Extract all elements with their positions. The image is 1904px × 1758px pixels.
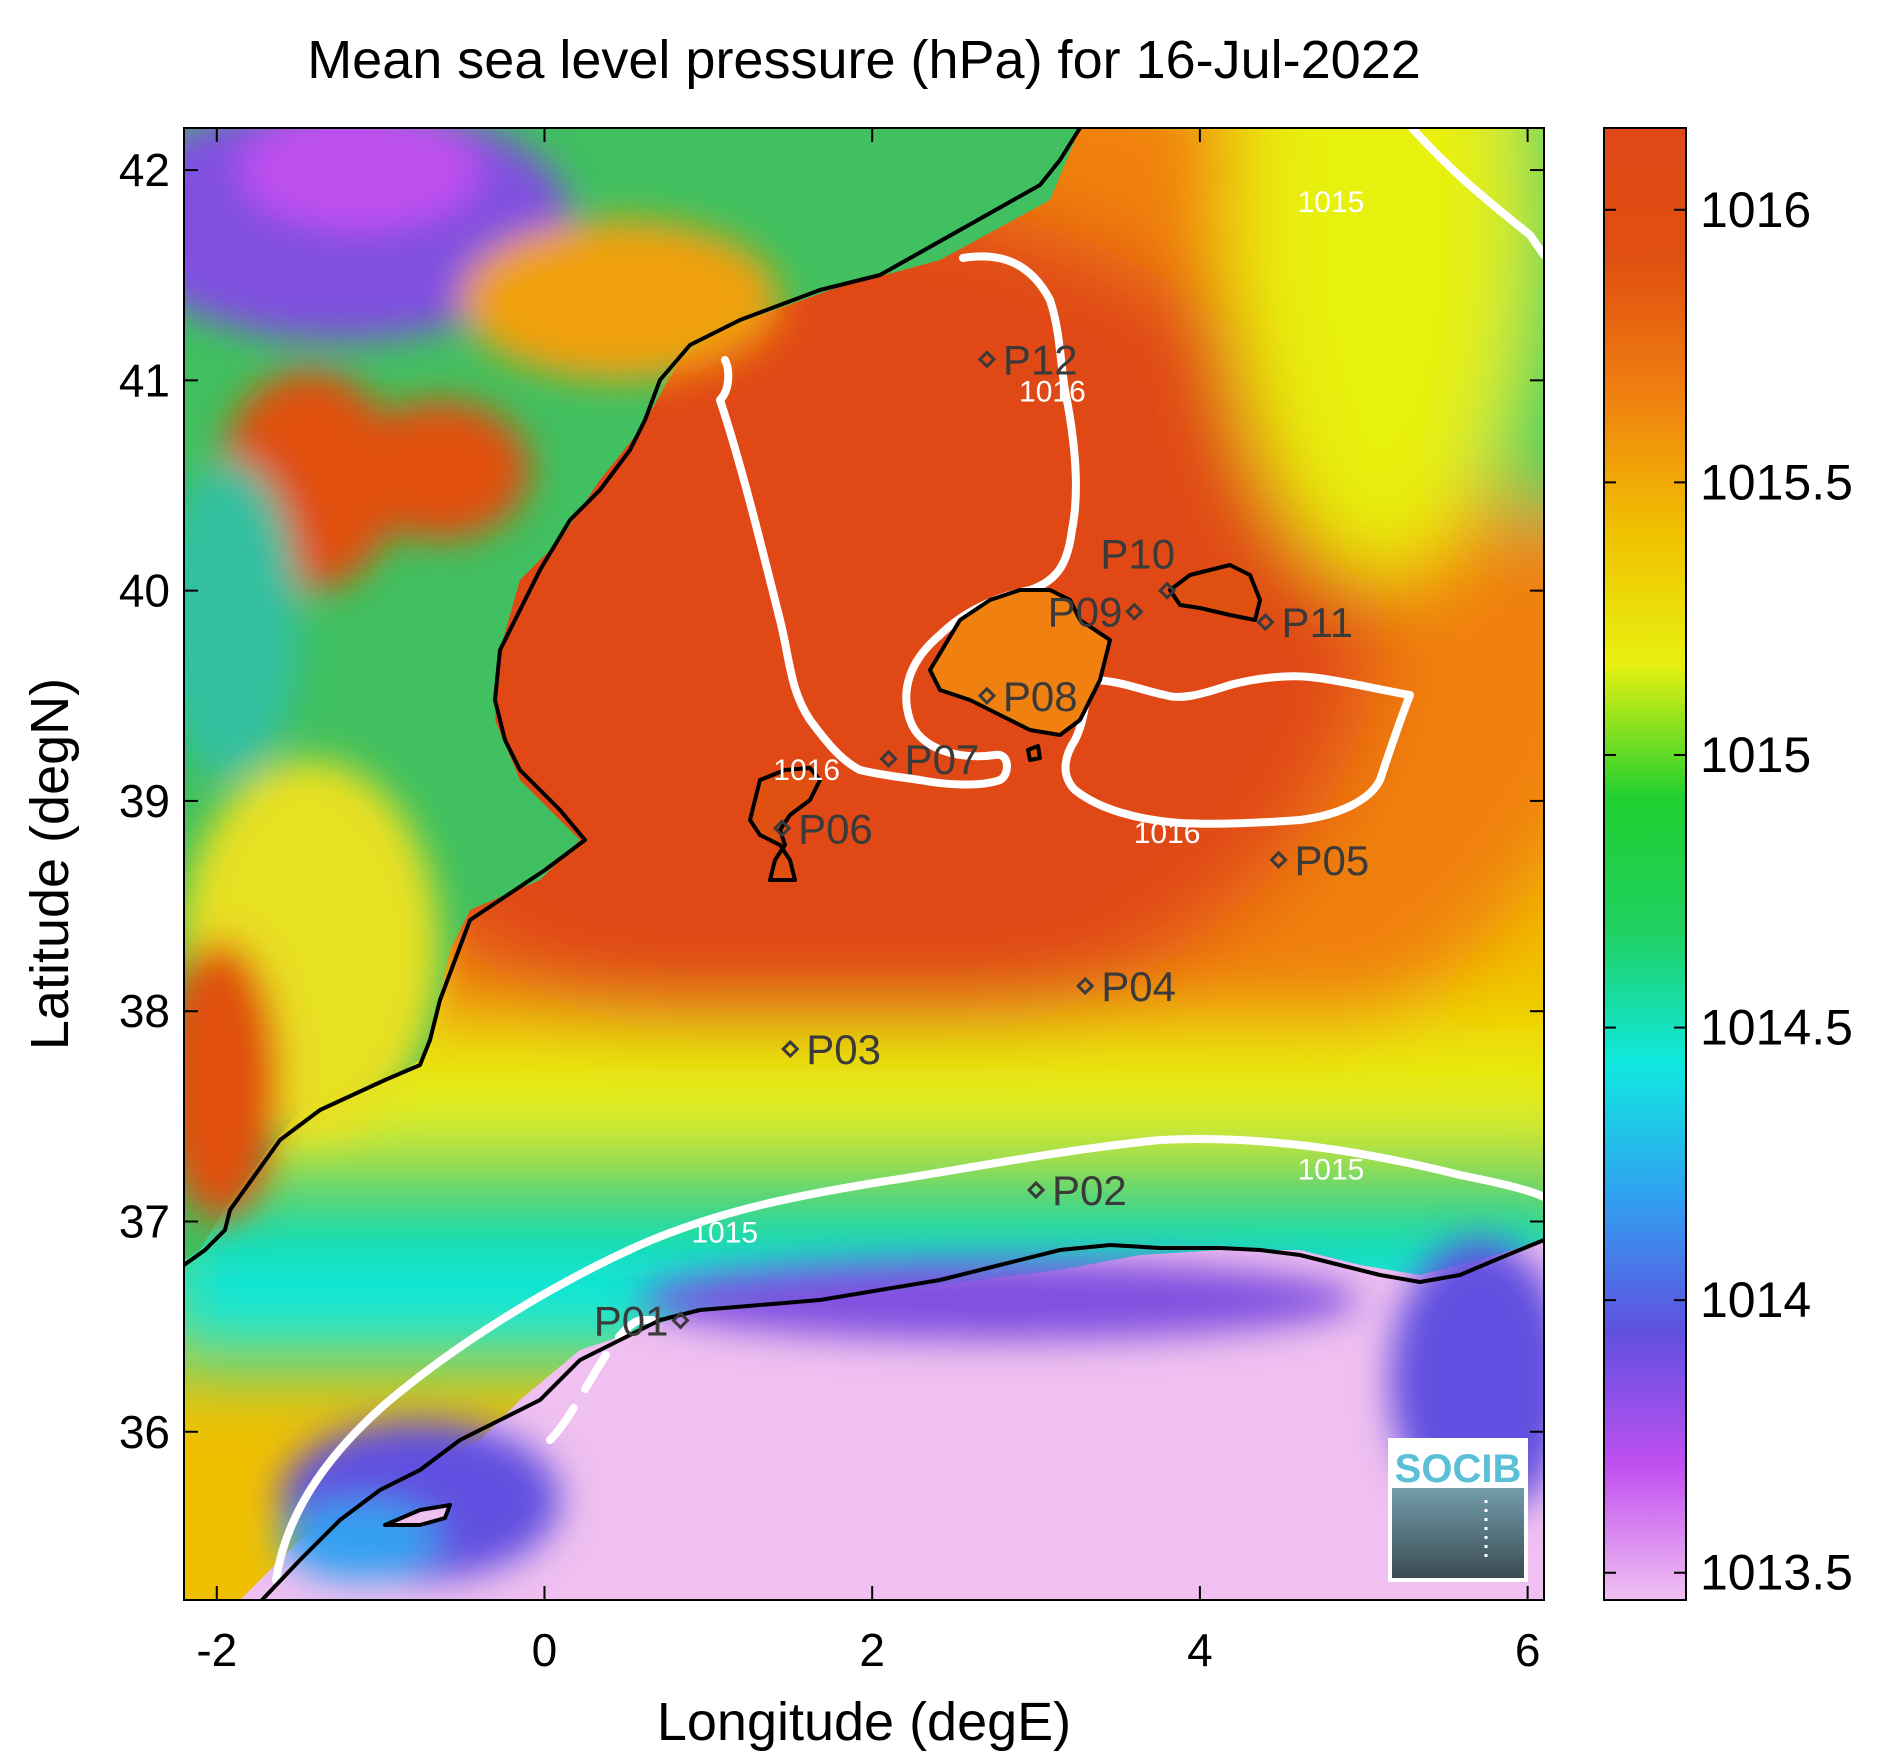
colorbar-ramp: [1603, 127, 1687, 1601]
alboran-island: [383, 1503, 452, 1527]
station-marker: [1158, 581, 1177, 600]
station-p05[interactable]: P05: [1269, 837, 1370, 884]
station-marker: [879, 749, 898, 768]
colorbar-tick-label: 1015.5: [1700, 454, 1853, 510]
station-label: P08: [1003, 673, 1078, 720]
station-marker: [977, 686, 997, 705]
coastlines: [184, 128, 1544, 1600]
colorbar-tick-label: 1015: [1700, 727, 1811, 783]
colorbar-ticks: 1013.5 1014 1014.5 1015 1015.5 1016: [1604, 182, 1853, 1601]
land-cyan-w: [184, 460, 300, 780]
y-tick-label: 42: [119, 144, 170, 196]
x-tick-label: 0: [532, 1624, 558, 1676]
station-marker: [1256, 613, 1275, 632]
isobar-1016-east: [1061, 672, 1414, 828]
station-label: P05: [1295, 837, 1370, 884]
colorbar-tick-label: 1014.5: [1700, 1000, 1853, 1056]
socib-logo-band: [1392, 1442, 1524, 1488]
y-tick-label: 40: [119, 565, 170, 617]
map-plot-area: 1015 1016 1016 1016 1015 1015 P01 P02 P03 P04 P05…: [184, 128, 1544, 1600]
y-axis-label: Latitude (degN): [20, 678, 80, 1050]
y-tick-label: 41: [119, 354, 170, 406]
contour-label: 1016: [1019, 375, 1086, 408]
africa-purple-coast: [640, 1260, 1360, 1340]
station-label: P02: [1052, 1167, 1127, 1214]
stations: P01 P02 P03 P04 P05 P06 P07 P08 P09 P10 P11 P12: [594, 336, 1370, 1344]
station-p10[interactable]: P10: [1100, 531, 1177, 600]
contour-labels: 1015 1016 1016 1016 1015 1015: [691, 186, 1364, 1249]
north-africa-land: [240, 1240, 1544, 1600]
station-p01[interactable]: P01: [594, 1297, 690, 1344]
x-axis-label: Longitude (degE): [657, 1692, 1071, 1752]
isobar-1016-north: [716, 252, 1080, 789]
mallorca-island: [928, 588, 1112, 737]
station-label: P06: [798, 805, 873, 852]
station-marker: [1125, 602, 1144, 621]
station-label: P09: [1048, 589, 1123, 636]
x-axis-ticks: -2 0 2 4 6: [196, 128, 1540, 1676]
colorbar-tick-label: 1014: [1700, 1272, 1811, 1328]
colorbar-tick-label: 1016: [1700, 182, 1811, 238]
land-yellow-coast: [460, 220, 780, 380]
land-magenta-nw: [240, 128, 480, 230]
y-tick-label: 39: [119, 775, 170, 827]
colorbar-tick-label: 1013.5: [1700, 1545, 1853, 1601]
x-tick-label: -2: [196, 1624, 237, 1676]
land-orange-c: [350, 400, 530, 540]
station-p04[interactable]: P04: [1076, 963, 1176, 1010]
station-label: P07: [905, 736, 980, 783]
x-tick-label: 2: [859, 1624, 885, 1676]
y-tick-label: 37: [119, 1195, 170, 1247]
plot-frame: [183, 127, 1545, 1601]
y-axis-ticks: 36 37 38 39 40 41 42: [119, 144, 1544, 1458]
menorca-island: [1168, 563, 1262, 622]
station-p09[interactable]: P09: [1048, 589, 1144, 636]
station-marker: [1026, 1180, 1046, 1200]
isobar-1015-africa-dash: [546, 1316, 664, 1444]
socib-logo-text: SOCIB: [1395, 1447, 1522, 1491]
station-label: P10: [1100, 531, 1175, 578]
station-marker: [772, 819, 792, 838]
station-label: P03: [806, 1026, 881, 1073]
station-marker: [671, 1311, 690, 1330]
isobar-contours: [272, 128, 1544, 1584]
colorbar: 1013.5 1014 1014.5 1015 1015.5 1016: [1603, 127, 1853, 1601]
station-p07[interactable]: P07: [879, 736, 980, 783]
station-marker: [1076, 976, 1095, 996]
station-p03[interactable]: P03: [781, 1026, 881, 1073]
station-label: P01: [594, 1297, 669, 1344]
iberia-coastline: [184, 128, 1082, 1267]
land-orange-sw: [184, 940, 280, 1220]
x-tick-label: 6: [1515, 1624, 1541, 1676]
station-marker: [977, 350, 997, 369]
station-p08[interactable]: P08: [977, 673, 1078, 720]
y-tick-label: 38: [119, 985, 170, 1037]
contour-label: 1015: [691, 1217, 758, 1250]
station-p12[interactable]: P12: [977, 336, 1078, 383]
x-tick-label: 4: [1187, 1624, 1213, 1676]
chart-title: Mean sea level pressure (hPa) for 16-Jul…: [307, 30, 1421, 90]
cabrera-island: [1026, 744, 1042, 762]
station-p06[interactable]: P06: [772, 805, 873, 852]
ibiza-island: [748, 766, 822, 882]
isobar-1015-south: [272, 1135, 1544, 1584]
africa-coastline: [260, 1238, 1544, 1600]
station-marker: [1269, 850, 1288, 869]
station-p02[interactable]: P02: [1026, 1167, 1127, 1214]
contour-label: 1015: [1298, 186, 1365, 219]
station-marker: [781, 1039, 800, 1059]
station-label: P04: [1101, 963, 1176, 1010]
field-yellow-ne: [1230, 128, 1530, 580]
contour-label: 1016: [773, 754, 840, 787]
y-tick-label: 36: [119, 1406, 170, 1458]
contour-label: 1015: [1298, 1153, 1365, 1186]
socib-logo: SOCIB: [1388, 1438, 1528, 1582]
station-label: P11: [1281, 599, 1353, 646]
contour-label: 1016: [1134, 817, 1201, 850]
isobar-1015-ne: [1408, 128, 1544, 259]
station-p11[interactable]: P11: [1256, 599, 1353, 646]
station-label: P12: [1003, 336, 1078, 383]
